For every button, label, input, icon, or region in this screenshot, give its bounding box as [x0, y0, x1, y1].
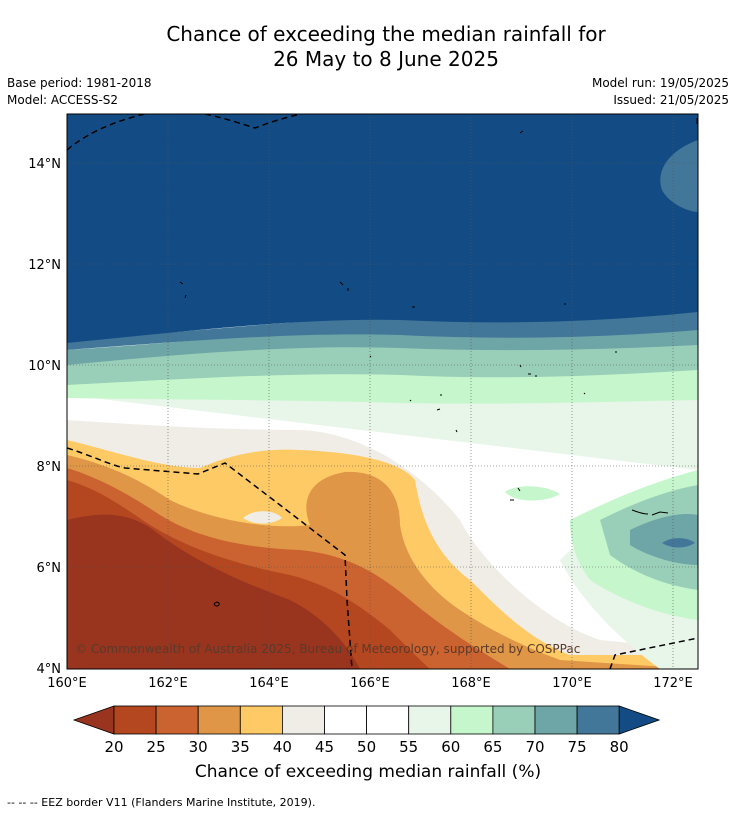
contour-60-65 [67, 385, 698, 669]
contour-white-patch [243, 511, 282, 524]
colorbar: 20 25 30 35 40 45 50 55 60 65 70 75 80 [72, 705, 661, 756]
rainfall-contours [67, 114, 698, 669]
lon-tick-label: 164°E [249, 676, 289, 691]
island-markers [179, 118, 698, 607]
colorbar-tick-label: 20 [104, 738, 123, 756]
lon-tick-label: 160°E [47, 676, 87, 691]
colorbar-swatch [155, 705, 199, 735]
plot-frame [66, 113, 699, 670]
lat-tick-labels: 4°N 6°N 8°N 10°N 12°N 14°N [28, 157, 61, 677]
eez-border-south [67, 447, 353, 669]
lat-tick-label: 14°N [28, 157, 61, 172]
colorbar-swatch [239, 705, 283, 735]
colorbar-swatch [281, 705, 325, 735]
meta-right: Model run: 19/05/2025 Issued: 21/05/2025 [592, 75, 729, 109]
meta-left: Base period: 1981-2018 Model: ACCESS-S2 [7, 75, 152, 109]
colorbar-extend-high [618, 705, 661, 735]
colorbar-tick-label: 55 [399, 738, 418, 756]
colorbar-swatch [324, 705, 367, 735]
lon-tick-label: 170°E [552, 676, 592, 691]
colorbar-tick-label: 50 [357, 738, 376, 756]
contour-75-80-east [630, 513, 698, 565]
colorbar-swatch [113, 705, 157, 735]
colorbar-swatch [408, 705, 452, 735]
issued-date: Issued: 21/05/2025 [613, 93, 729, 107]
lat-tick-label: 8°N [37, 460, 62, 475]
contour-above-80 [67, 114, 698, 343]
model-name: Model: ACCESS-S2 [7, 93, 119, 107]
lon-tick-label: 172°E [653, 676, 693, 691]
colorbar-swatch [450, 705, 494, 735]
colorbar-swatch [576, 705, 620, 735]
title-line-2: 26 May to 8 June 2025 [273, 47, 499, 71]
lon-tick-labels: 160°E 162°E 164°E 166°E 168°E 170°E 172°… [47, 676, 693, 691]
colorbar-tick-label: 65 [483, 738, 502, 756]
eez-footnote: -- -- -- EEZ border V11 (Flanders Marine… [7, 796, 316, 809]
colorbar-tick-label: 35 [231, 738, 250, 756]
colorbar-tick-label: 30 [189, 738, 208, 756]
colorbar-tick-label: 80 [610, 738, 629, 756]
colorbar-tick-label: 75 [568, 738, 587, 756]
colorbar-swatch [492, 705, 536, 735]
colorbar-swatch [366, 705, 410, 735]
colorbar-tick-label: 45 [315, 738, 334, 756]
title-line-1: Chance of exceeding the median rainfall … [166, 22, 606, 46]
contour-75-80-northeast [660, 140, 698, 212]
lon-tick-label: 166°E [350, 676, 390, 691]
map-title: Chance of exceeding the median rainfall … [0, 22, 736, 72]
eez-border-southeast [609, 637, 698, 669]
colorbar-tick-label: 70 [525, 738, 544, 756]
contour-80-east [662, 538, 695, 548]
eez-border-north [67, 114, 305, 151]
lat-tick-label: 4°N [37, 662, 62, 677]
lat-tick-label: 12°N [28, 258, 61, 273]
base-period: Base period: 1981-2018 [7, 76, 152, 90]
colorbar-swatch [197, 705, 241, 735]
colorbar-swatch [534, 705, 578, 735]
graticule [67, 114, 698, 669]
colorbar-label: Chance of exceeding median rainfall (%) [194, 762, 542, 782]
model-run: Model run: 19/05/2025 [591, 76, 729, 90]
lon-tick-label: 168°E [451, 676, 491, 691]
colorbar-extend-low [72, 705, 115, 735]
colorbar-tick-label: 60 [441, 738, 460, 756]
lon-tick-label: 162°E [148, 676, 188, 691]
colorbar-tick-label: 25 [147, 738, 166, 756]
lat-tick-label: 6°N [37, 561, 62, 576]
colorbar-tick-label: 40 [273, 738, 292, 756]
copyright-text: © Commonwealth of Australia 2025, Bureau… [75, 642, 580, 656]
lat-tick-label: 10°N [28, 359, 61, 374]
contour-below-20 [67, 514, 360, 669]
